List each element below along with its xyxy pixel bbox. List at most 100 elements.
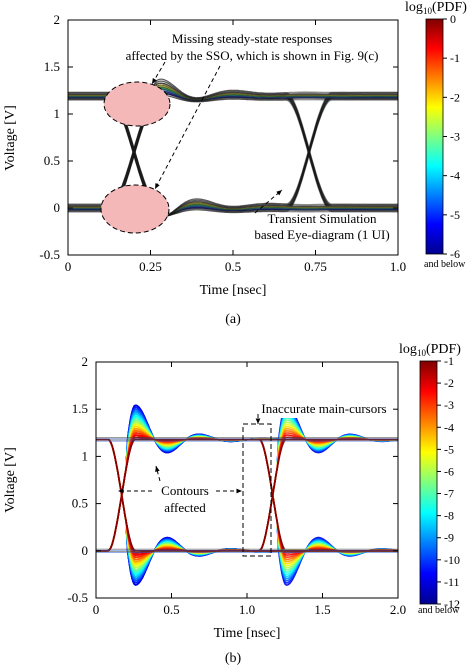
eye-contour	[96, 423, 398, 567]
eye-contour	[96, 434, 398, 556]
colorbar-tick-label: -1	[444, 354, 454, 368]
eye-contour	[96, 438, 398, 567]
eye-contour	[96, 423, 398, 567]
arrow-to-high-region-head	[152, 78, 157, 84]
eye-contour	[96, 436, 398, 554]
caption-b: (b)	[225, 651, 242, 666]
x-tick-label: 0	[65, 259, 72, 274]
eye-contour	[96, 438, 398, 552]
colorbar-b	[419, 360, 438, 605]
eye-contour	[96, 438, 398, 556]
annotation-sso-line2: affected by the SSO, which is shown in F…	[126, 48, 379, 63]
eye-contour	[96, 423, 398, 552]
eye-contour	[96, 438, 398, 558]
eye-trace-dense	[68, 84, 398, 208]
colorbar-tick-label: -2	[444, 376, 454, 390]
y-axis-label-b: Voltage [V]	[3, 447, 18, 512]
annotation-shapes-b	[118, 414, 272, 557]
eye-contour	[96, 436, 398, 552]
y-tick-label: -0.5	[67, 590, 88, 605]
eye-contour	[96, 438, 398, 558]
x-tick-label: 1.0	[390, 259, 406, 274]
colorbar-a	[425, 18, 444, 255]
colorbar-tick-label: -2	[450, 90, 460, 104]
y-tick-label: 1	[82, 448, 89, 463]
eye-contour	[96, 425, 398, 552]
annotation-transient-line1: Transient Simulation	[268, 211, 377, 226]
x-tick-label: 0.5	[225, 259, 241, 274]
colorbar-note-b: and below	[418, 605, 460, 616]
arrow-to-eye-head	[276, 190, 282, 196]
x-tick-label: 1.5	[314, 602, 330, 617]
colorbar-tick-label: -12	[444, 597, 460, 611]
x-tick-label: 1.0	[239, 602, 255, 617]
eye-contour	[96, 438, 398, 561]
colorbar-tick-label: -9	[444, 531, 454, 545]
eye-contour	[96, 438, 398, 569]
x-tick-label: 0.75	[304, 259, 327, 274]
colorbar-tick-label: -6	[450, 247, 460, 261]
y-tick-label: 1	[54, 106, 61, 121]
eye-contour	[96, 432, 398, 552]
eye-trace-dense	[68, 80, 398, 206]
main-cursor-box	[242, 423, 272, 557]
colorbar-ticks-b: -1 -2 -3 -4 -5 -6 -7 -8 -9 -10 -11 -12	[437, 354, 460, 611]
arrow-contours-up-head	[155, 466, 160, 472]
y-tick-label: 2	[54, 12, 61, 27]
x-tick-label: 2.0	[390, 602, 406, 617]
colorbar-tick-label: -10	[444, 553, 460, 567]
panel-a: 0 0.25 0.5 0.75 1.0 -0.5 0 0.5 1 1.5 2 Missing ste…	[3, 0, 467, 327]
colorbar-title-b: log10(PDF)	[399, 342, 461, 358]
colorbar-tick-label: -5	[450, 208, 460, 222]
annotation-bg-contours	[154, 482, 214, 518]
x-tick-label: 0	[93, 602, 100, 617]
colorbar-tick-label: -3	[444, 398, 454, 412]
axis-ticks-a: 0 0.25 0.5 0.75 1.0 -0.5 0 0.5 1 1.5 2	[39, 12, 406, 274]
colorbar-tick-label: -7	[444, 487, 454, 501]
annotation-main-cursors: Inaccurate main-cursors	[261, 401, 386, 416]
annotation-sso-line1: Missing steady-state responses	[172, 31, 332, 46]
y-tick-label: 0	[82, 543, 89, 558]
eye-contour	[96, 438, 398, 554]
eye-contour	[96, 438, 398, 552]
missing-region-low	[100, 184, 170, 234]
annotation-contours-line1: Contours	[161, 483, 209, 498]
eye-trace	[68, 82, 398, 207]
eye-contour	[96, 438, 398, 552]
eye-contour	[96, 438, 398, 554]
eye-contour	[96, 438, 398, 563]
axis-ticks-b: 0 0.5 1.0 1.5 2.0 -0.5 0 0.5 1 1.5 2	[67, 354, 406, 617]
colorbar-note-a: and below	[424, 259, 466, 270]
annotation-bg-cursors	[266, 399, 382, 418]
eye-contour	[96, 429, 398, 561]
colorbar-tick-label: -4	[444, 420, 454, 434]
eye-contour	[96, 425, 398, 565]
eye-contour	[96, 425, 398, 565]
arrow-contours-right-head	[236, 488, 242, 494]
x-tick-label: 0.5	[163, 602, 179, 617]
colorbar-tick-label: -1	[450, 51, 460, 65]
eye-contour	[96, 438, 398, 556]
eye-contour	[96, 419, 398, 571]
arrow-to-cursor-box-head	[255, 418, 261, 424]
x-axis-label-b: Time [nsec]	[214, 626, 281, 641]
missing-region-high	[103, 81, 171, 127]
eye-contour	[96, 419, 398, 571]
annotation-contours-line2: affected	[164, 500, 206, 515]
eye-contour	[96, 438, 398, 552]
x-axis-label-a: Time [nsec]	[200, 283, 267, 298]
eye-contour	[96, 423, 398, 552]
colorbar-tick-label: -3	[450, 130, 460, 144]
eye-contour	[96, 438, 398, 565]
annotation-shapes-a	[100, 61, 283, 234]
y-tick-label: 0.5	[72, 496, 88, 511]
arrow-to-low-region-head	[155, 183, 160, 189]
colorbar-ticks-a: 0 -1 -2 -3 -4 -5 -6	[443, 12, 460, 261]
eye-trace-dense	[68, 78, 398, 205]
colorbar-tick-label: -6	[444, 464, 454, 478]
eye-contour	[96, 438, 398, 552]
colorbar-tick-label: -5	[444, 442, 454, 456]
eye-contour	[96, 434, 398, 552]
colorbar-tick-label: -8	[444, 509, 454, 523]
arrow-to-eye	[254, 189, 283, 214]
